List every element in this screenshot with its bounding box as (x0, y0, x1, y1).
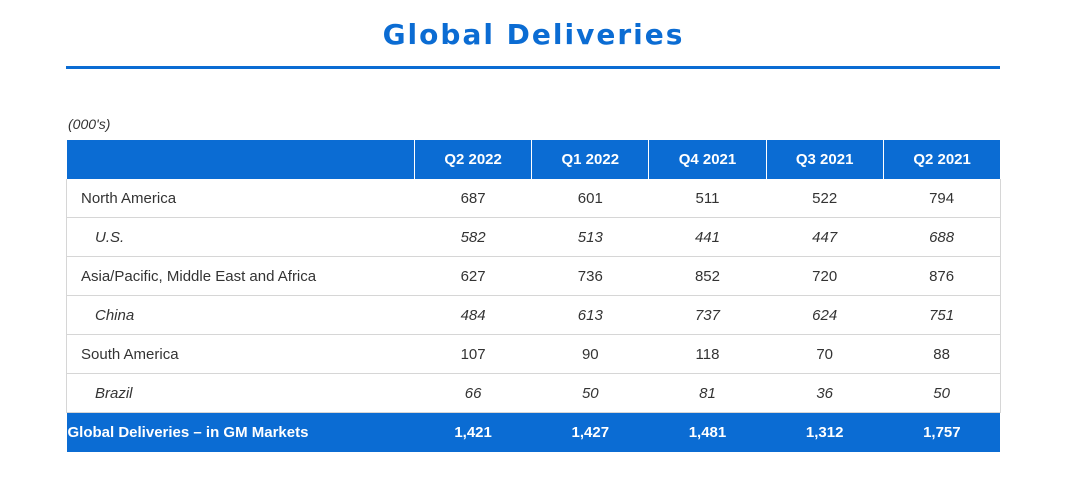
row-label: Brazil (66, 373, 415, 413)
table-cell: 852 (648, 256, 767, 296)
table-cell: 737 (648, 295, 767, 335)
column-header: Q4 2021 (648, 140, 767, 179)
total-cell: 1,481 (648, 412, 767, 452)
table-cell: 70 (766, 334, 884, 374)
total-cell: 1,757 (883, 412, 1001, 452)
title-divider (66, 66, 1000, 69)
column-header: Q2 2022 (413, 140, 532, 179)
table-cell: 522 (766, 179, 884, 218)
table-cell: 90 (531, 334, 649, 374)
row-label: North America (66, 179, 415, 218)
table-row: Asia/Pacific, Middle East and Africa 627… (66, 256, 1001, 296)
header-row: Q2 2022 Q1 2022 Q4 2021 Q3 2021 Q2 2021 (66, 140, 1001, 179)
row-label: Asia/Pacific, Middle East and Africa (66, 256, 415, 296)
row-label: South America (66, 334, 415, 374)
column-header: Q3 2021 (765, 140, 884, 179)
total-row: Global Deliveries – in GM Markets 1,421 … (66, 412, 1001, 452)
table-cell: 687 (414, 179, 532, 218)
table-row-sub: U.S. 582 513 441 447 688 (66, 217, 1001, 257)
table-row-sub: Brazil 66 50 81 36 50 (66, 373, 1001, 413)
column-header: Q1 2022 (531, 140, 649, 179)
table-cell: 613 (531, 295, 649, 335)
table-cell: 88 (883, 334, 1001, 374)
table-cell: 794 (883, 179, 1001, 218)
table-cell: 627 (414, 256, 532, 296)
table-cell: 484 (414, 295, 532, 335)
column-header: Q2 2021 (882, 140, 1001, 179)
total-cell: 1,427 (531, 412, 649, 452)
table-cell: 441 (648, 217, 767, 257)
total-cell: 1,312 (766, 412, 884, 452)
row-label: U.S. (66, 217, 415, 257)
table-cell: 624 (766, 295, 884, 335)
table-cell: 511 (648, 179, 767, 218)
total-label: Global Deliveries – in GM Markets (66, 412, 415, 452)
table-cell: 582 (414, 217, 532, 257)
page-title: Global Deliveries (382, 18, 685, 51)
row-label: China (66, 295, 415, 335)
table-cell: 36 (766, 373, 884, 413)
table-cell: 81 (648, 373, 767, 413)
total-cell: 1,421 (414, 412, 532, 452)
header-label-cell (66, 140, 415, 179)
deliveries-table: Q2 2022 Q1 2022 Q4 2021 Q3 2021 Q2 2021 … (66, 140, 1001, 452)
table-cell: 447 (766, 217, 884, 257)
table-row-sub: China 484 613 737 624 751 (66, 295, 1001, 335)
table-row: South America 107 90 118 70 88 (66, 334, 1001, 374)
table-row: North America 687 601 511 522 794 (66, 179, 1001, 218)
table-cell: 601 (531, 179, 649, 218)
table-cell: 50 (883, 373, 1001, 413)
table-cell: 736 (531, 256, 649, 296)
table-cell: 107 (414, 334, 532, 374)
units-note: (000's) (68, 116, 111, 132)
table-cell: 751 (883, 295, 1001, 335)
table-cell: 720 (766, 256, 884, 296)
table-cell: 876 (883, 256, 1001, 296)
table-cell: 50 (531, 373, 649, 413)
table-cell: 66 (414, 373, 532, 413)
table-cell: 688 (883, 217, 1001, 257)
table-cell: 513 (531, 217, 649, 257)
table-cell: 118 (648, 334, 767, 374)
